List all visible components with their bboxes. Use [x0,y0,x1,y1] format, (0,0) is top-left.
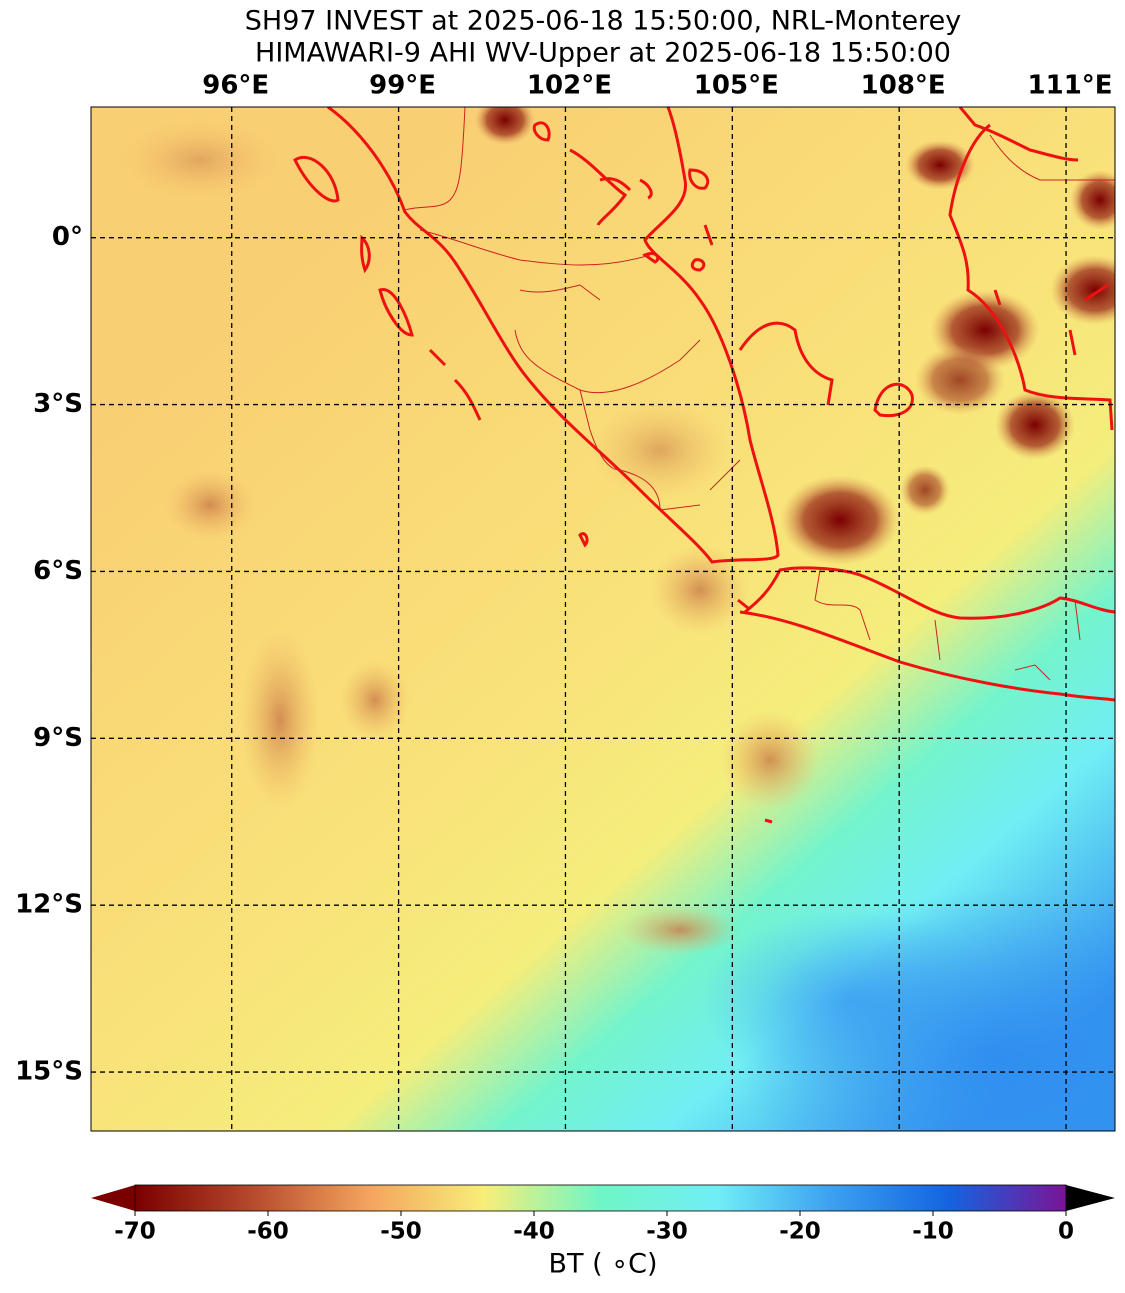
y-tick-label: 12°S [15,890,83,920]
colorbar-tick-label: -50 [380,1219,422,1245]
x-tick-label: 111°E [1028,71,1113,101]
subtitle: HIMAWARI-9 AHI WV-Upper at 2025-06-18 15… [255,38,951,69]
colorbar-over [1066,1185,1115,1211]
colorbar-tick-label: -30 [646,1219,688,1245]
title: SH97 INVEST at 2025-06-18 15:50:00, NRL-… [245,6,961,37]
colorbar-under [91,1185,135,1211]
colorbar-tick-label: -20 [779,1219,821,1245]
y-tick-label: 0° [52,222,83,252]
colorbar-label: BT ( ∘C) [548,1249,657,1280]
x-tick-label: 102°E [527,71,612,101]
colorbar-tick-label: 0 [1058,1219,1074,1245]
y-tick-label: 6°S [33,556,83,586]
x-tick-label: 96°E [202,71,269,101]
x-tick-label: 108°E [861,71,946,101]
colorbar-frame [134,1184,1067,1212]
map-image [91,107,1115,1131]
coastlines [293,107,1115,824]
map-frame [90,106,1116,1132]
x-tick-label: 105°E [694,71,779,101]
y-tick-label: 3°S [33,389,83,419]
y-tick-label: 9°S [33,723,83,753]
x-tick-label: 99°E [369,71,436,101]
colorbar [135,1185,1066,1211]
y-tick-label: 15°S [15,1057,83,1087]
colorbar-tick-label: -40 [513,1219,555,1245]
colorbar-tick-label: -10 [912,1219,954,1245]
colorbar-tick-label: -70 [114,1219,156,1245]
colorbar-tick-label: -60 [247,1219,289,1245]
